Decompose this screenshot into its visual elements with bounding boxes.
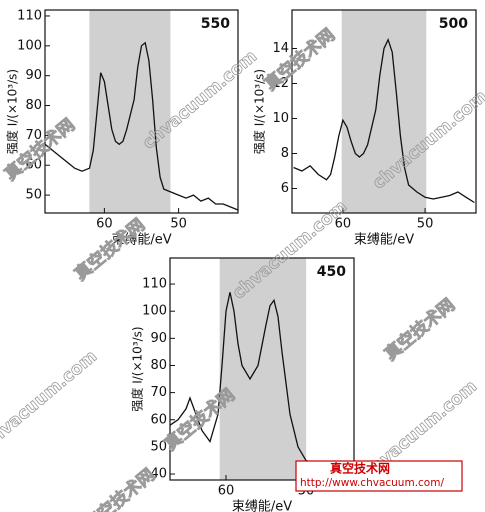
panel-label: 550 bbox=[201, 16, 230, 32]
spectrum-line bbox=[293, 37, 475, 204]
watermark: 真空技术网 bbox=[260, 24, 339, 95]
x-tick-label: 50 bbox=[417, 217, 434, 232]
y-axis-label: 强度 I/(×10³/s) bbox=[252, 69, 267, 154]
watermark: 真空技术网 bbox=[380, 294, 459, 365]
y-tick-label: 80 bbox=[150, 358, 167, 373]
spectrum-line bbox=[44, 41, 239, 211]
watermark: chvacuum.com bbox=[0, 346, 101, 453]
y-tick-label: 14 bbox=[272, 41, 289, 56]
y-tick-label: 8 bbox=[281, 146, 289, 161]
source-box bbox=[295, 460, 463, 492]
panel-label: 500 bbox=[439, 16, 468, 32]
plot-frame bbox=[291, 9, 477, 214]
y-tick-label: 100 bbox=[17, 38, 42, 53]
y-tick-label: 90 bbox=[25, 68, 42, 83]
y-tick-label: 60 bbox=[25, 158, 42, 173]
y-axis-label: 强度 I/(×10³/s) bbox=[130, 326, 145, 411]
highlight-band bbox=[341, 10, 427, 213]
y-tick-label: 40 bbox=[150, 467, 167, 482]
plot-frame bbox=[169, 257, 355, 481]
highlight-band bbox=[219, 258, 307, 480]
y-tick-label: 100 bbox=[142, 304, 167, 319]
y-tick-label: 90 bbox=[150, 331, 167, 346]
y-tick-label: 60 bbox=[150, 412, 167, 427]
y-tick-label: 12 bbox=[272, 76, 289, 91]
y-axis-label: 强度 I/(×10³/s) bbox=[5, 69, 20, 154]
x-tick-label: 50 bbox=[170, 217, 187, 232]
x-axis-label: 束缚能/eV bbox=[232, 499, 292, 512]
plot-frame bbox=[44, 9, 239, 214]
y-tick-label: 110 bbox=[17, 8, 42, 23]
source-url: http://www.chvacuum.com/ bbox=[300, 477, 444, 489]
y-tick-label: 6 bbox=[281, 181, 289, 196]
y-tick-label: 70 bbox=[25, 128, 42, 143]
source-title: 真空技术网 bbox=[330, 461, 390, 476]
y-tick-label: 70 bbox=[150, 385, 167, 400]
watermark: 真空技术网 bbox=[80, 464, 159, 512]
y-tick-label: 50 bbox=[25, 188, 42, 203]
highlight-band bbox=[89, 10, 171, 213]
y-tick-label: 110 bbox=[142, 277, 167, 292]
panel-label: 450 bbox=[317, 264, 346, 280]
x-axis-label: 束缚能/eV bbox=[111, 232, 171, 248]
y-tick-label: 10 bbox=[272, 111, 289, 126]
x-tick-label: 60 bbox=[218, 484, 235, 499]
y-tick-label: 80 bbox=[25, 98, 42, 113]
y-tick-label: 50 bbox=[150, 439, 167, 454]
x-tick-label: 60 bbox=[335, 217, 352, 232]
x-axis-label: 束缚能/eV bbox=[354, 232, 414, 248]
x-tick-label: 60 bbox=[96, 217, 113, 232]
